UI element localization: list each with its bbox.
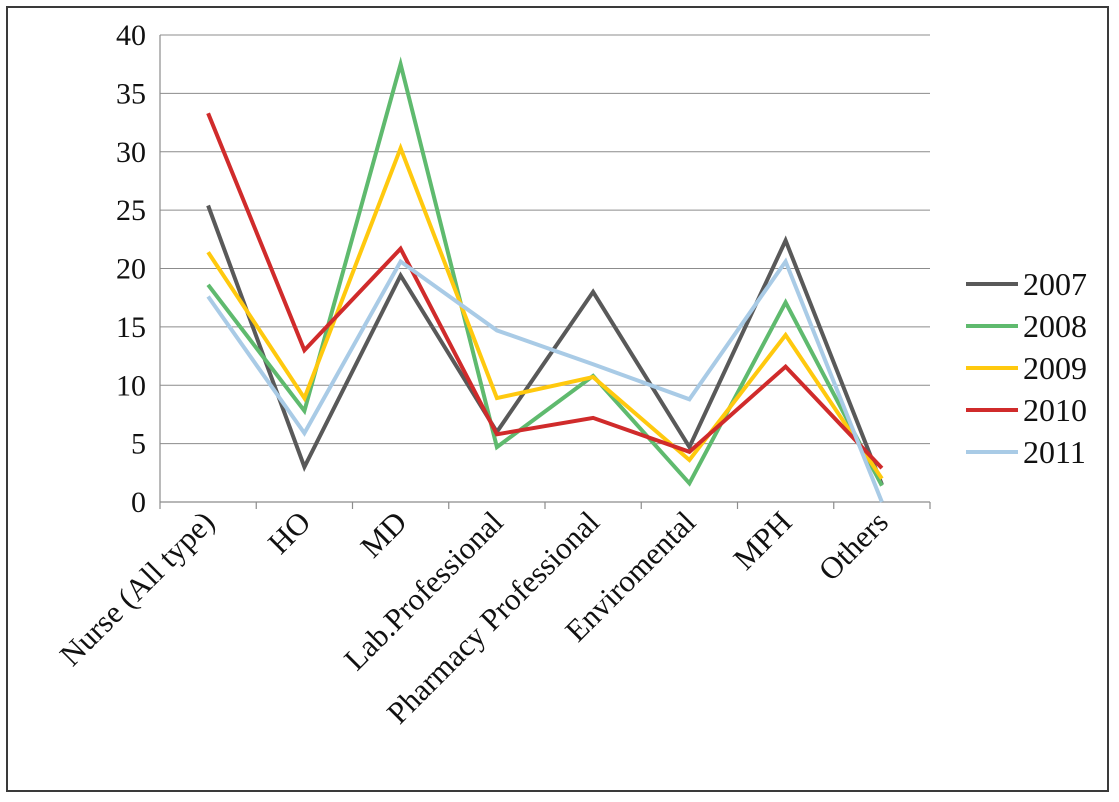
x-axis-tick-labels: Nurse (All type) HO MDLab.ProfessionalPhar… xyxy=(53,504,895,730)
y-tick-label: 25 xyxy=(116,194,146,227)
legend: 2007 2008 2009 2010 2011 xyxy=(966,266,1087,470)
x-tick-label: Others xyxy=(812,504,895,587)
y-tick-label: 5 xyxy=(131,428,146,461)
legend-label-2010: 2010 xyxy=(1023,392,1087,428)
x-tick-label: MD xyxy=(354,504,414,564)
axes xyxy=(159,35,931,509)
legend-label-2009: 2009 xyxy=(1023,350,1087,386)
x-tick-label: MPH xyxy=(726,504,798,576)
series-line-2010 xyxy=(206,112,884,470)
gridlines xyxy=(160,34,930,445)
series-lines xyxy=(206,56,884,503)
y-tick-label: 15 xyxy=(116,311,146,344)
chart-frame xyxy=(6,6,1109,792)
y-tick-label: 40 xyxy=(116,19,146,52)
series-line-2011 xyxy=(206,257,884,503)
x-tick-label: HO xyxy=(261,504,317,560)
legend-label-2011: 2011 xyxy=(1023,434,1086,470)
series-line-2009 xyxy=(206,142,884,480)
y-axis-tick-labels: 0 5 10 15 20 25 30 35 40 xyxy=(116,19,146,519)
y-tick-label: 10 xyxy=(116,369,146,402)
y-tick-label: 35 xyxy=(116,77,146,110)
y-tick-label: 0 xyxy=(131,486,146,519)
x-tick-label: Nurse (All type) xyxy=(53,504,221,672)
y-tick-label: 20 xyxy=(116,253,146,286)
legend-label-2008: 2008 xyxy=(1023,308,1087,344)
legend-label-2007: 2007 xyxy=(1023,266,1087,302)
y-tick-label: 30 xyxy=(116,136,146,169)
series-line-2007 xyxy=(206,204,884,486)
